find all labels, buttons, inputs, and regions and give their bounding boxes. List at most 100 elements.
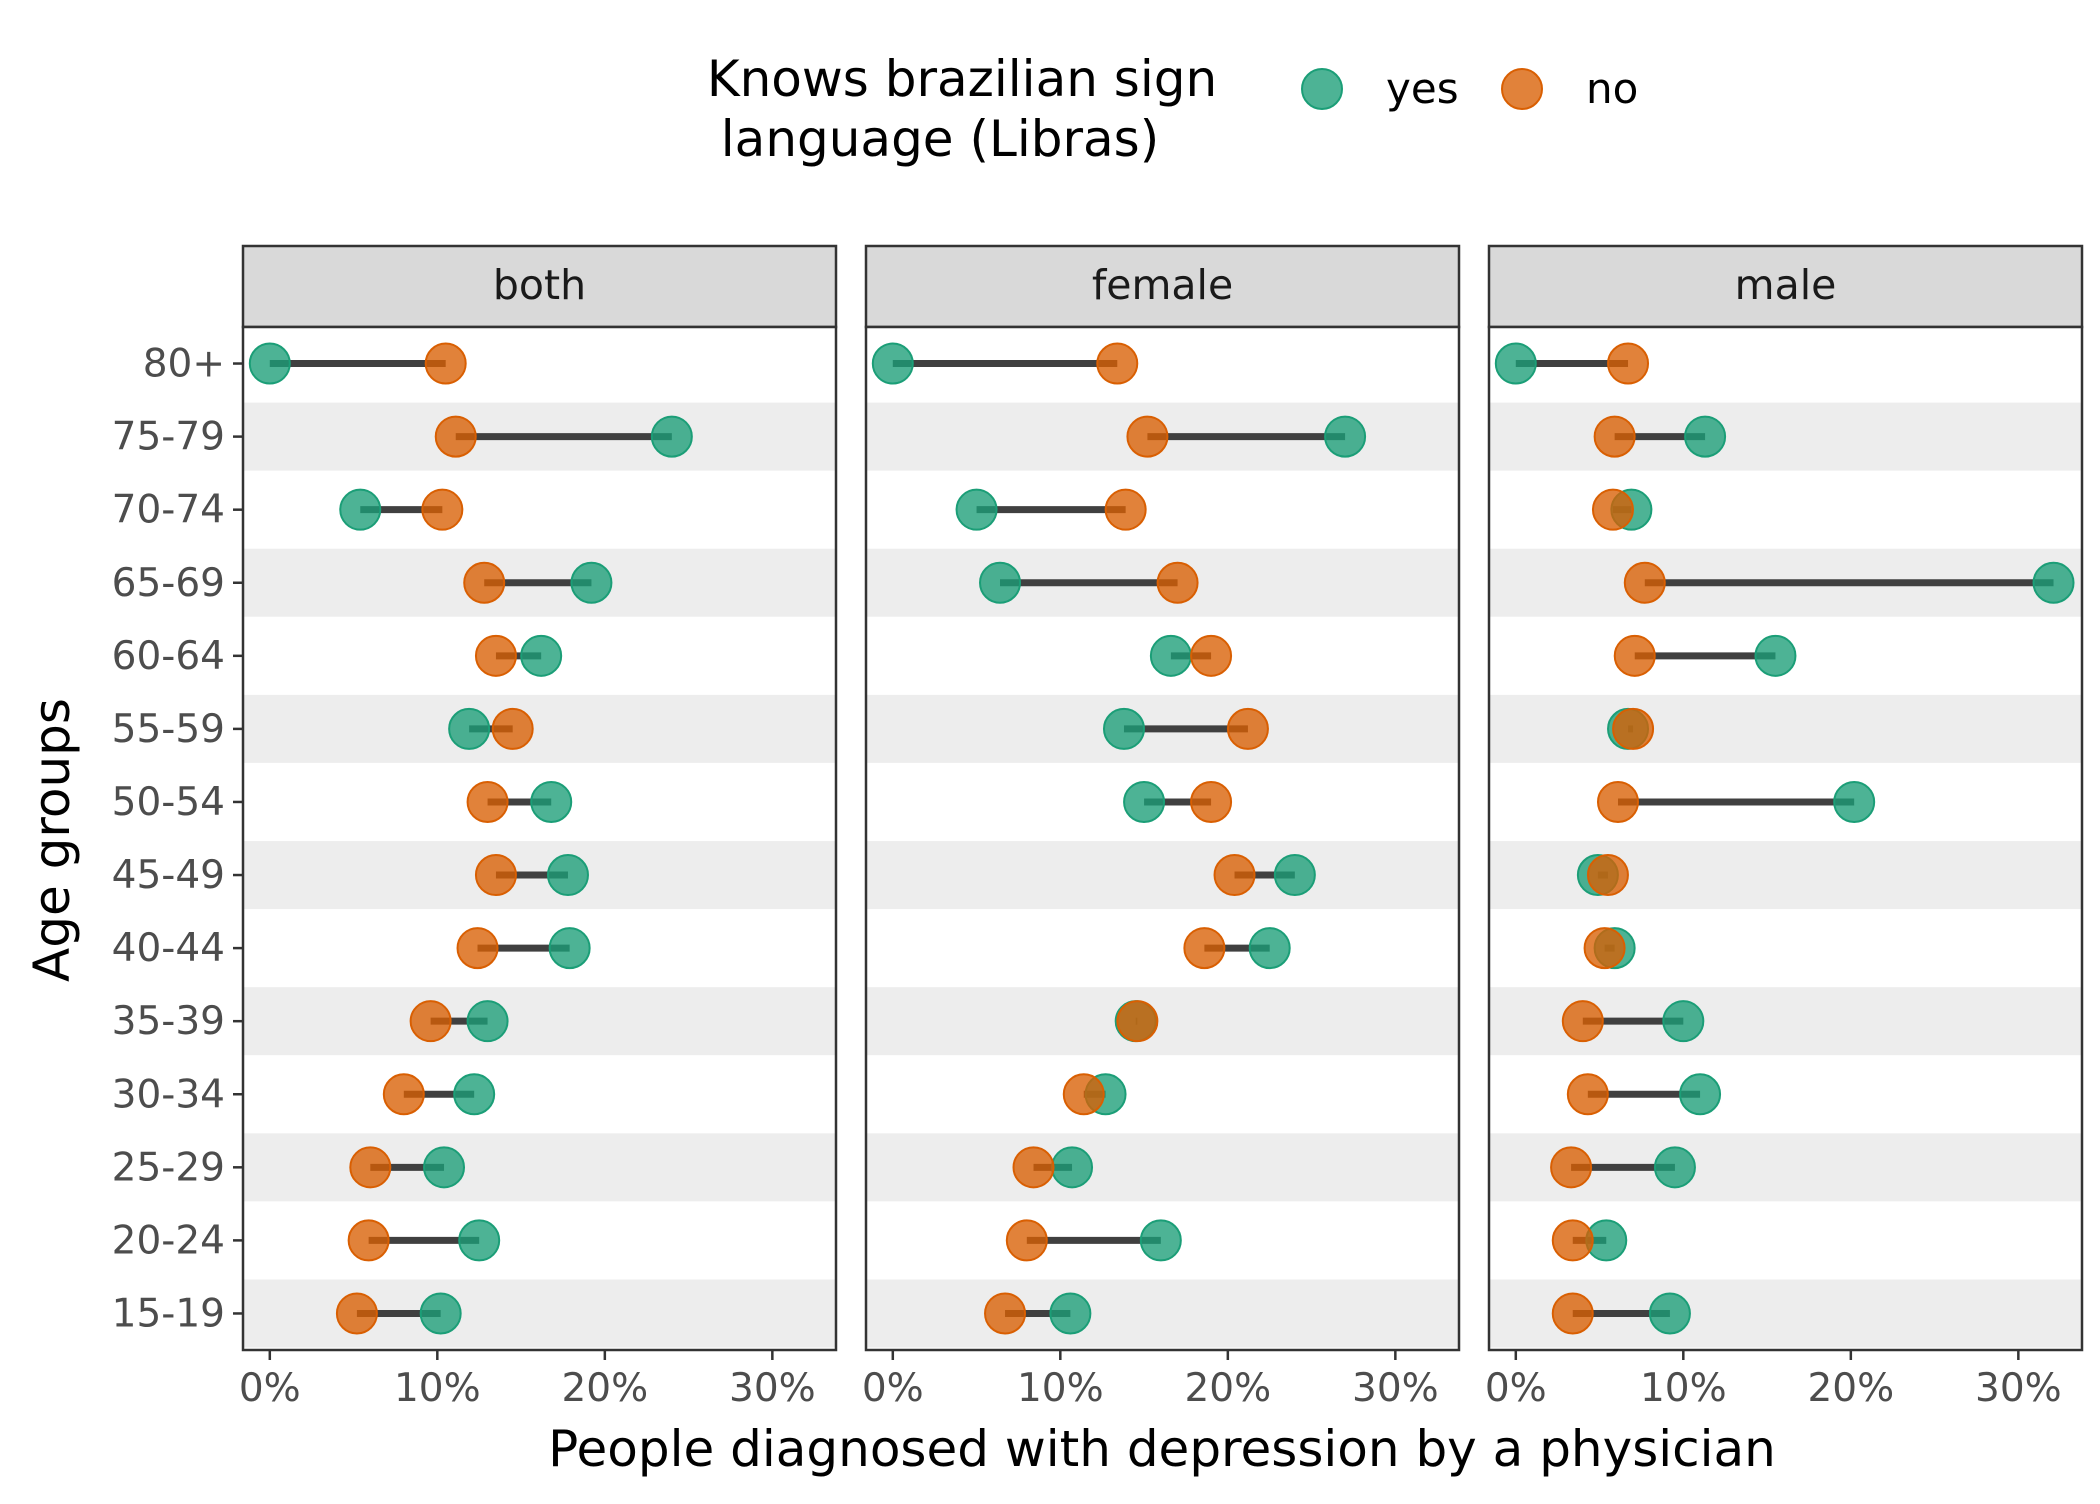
x-tick-label-female-0: 0% (862, 1366, 924, 1411)
point-no-both-75-79 (434, 415, 477, 458)
row-band-female (866, 1133, 1459, 1202)
x-tick-label-female-1: 10% (1017, 1366, 1104, 1411)
x-tick-label-male-3: 30% (1975, 1366, 2062, 1411)
point-yes-both-80+ (248, 342, 291, 385)
row-band-both (243, 1133, 836, 1202)
point-no-male-65-69 (1623, 561, 1666, 604)
legend-key-yes (1301, 68, 1343, 110)
point-yes-both-75-79 (650, 415, 693, 458)
row-band-male (1489, 402, 2082, 471)
point-no-both-80+ (424, 342, 467, 385)
point-no-female-40-44 (1183, 927, 1226, 970)
point-yes-both-30-34 (453, 1073, 496, 1116)
point-yes-female-55-59 (1102, 707, 1145, 750)
x-tick-label-female-3: 30% (1352, 1366, 1439, 1411)
x-axis-title: People diagnosed with depression by a ph… (548, 1420, 1776, 1478)
x-tick-label-both-3: 30% (729, 1366, 816, 1411)
panel-border-female (864, 325, 1461, 1352)
point-no-female-60-64 (1190, 634, 1233, 677)
row-band-both (243, 1279, 836, 1348)
point-no-both-55-59 (491, 707, 534, 750)
point-yes-female-20-24 (1139, 1219, 1182, 1262)
point-no-female-30-34 (1062, 1073, 1105, 1116)
point-no-both-30-34 (382, 1073, 425, 1116)
point-yes-male-30-34 (1679, 1073, 1722, 1116)
point-no-male-20-24 (1551, 1219, 1594, 1262)
point-yes-female-80+ (871, 342, 914, 385)
point-yes-male-75-79 (1684, 415, 1727, 458)
y-tick-label-30-34: 30-34 (112, 1072, 225, 1117)
point-no-both-60-64 (474, 634, 517, 677)
point-no-both-20-24 (347, 1219, 390, 1262)
y-axis-title: Age groups (23, 698, 81, 982)
x-tick-label-male-0: 0% (1485, 1366, 1547, 1411)
point-yes-both-70-74 (339, 488, 382, 531)
point-no-male-30-34 (1566, 1073, 1609, 1116)
x-tick-label-male-1: 10% (1640, 1366, 1727, 1411)
point-yes-both-40-44 (548, 927, 591, 970)
panel-border-both (241, 325, 838, 1352)
point-yes-female-65-69 (979, 561, 1022, 604)
point-no-male-40-44 (1583, 927, 1626, 970)
row-band-both (243, 694, 836, 763)
point-yes-male-50-54 (1833, 780, 1876, 823)
point-yes-female-15-19 (1049, 1292, 1092, 1335)
point-yes-both-35-39 (466, 1000, 509, 1043)
point-no-both-50-54 (466, 780, 509, 823)
point-no-female-75-79 (1126, 415, 1169, 458)
row-band-male (1489, 694, 2082, 763)
y-tick-label-55-59: 55-59 (112, 707, 225, 752)
point-no-female-50-54 (1190, 780, 1233, 823)
point-no-male-50-54 (1596, 780, 1639, 823)
facet-strip-label-both: both (493, 261, 586, 309)
panel-border-male (1487, 325, 2084, 1352)
y-tick-label-65-69: 65-69 (112, 561, 225, 606)
point-yes-male-35-39 (1662, 1000, 1705, 1043)
point-yes-both-15-19 (419, 1292, 462, 1335)
legend-label-yes: yes (1386, 64, 1459, 113)
point-no-female-45-49 (1213, 854, 1256, 897)
facet-strip-both (241, 244, 838, 329)
y-tick-label-40-44: 40-44 (112, 926, 225, 971)
point-no-both-65-69 (463, 561, 506, 604)
point-yes-female-45-49 (1273, 854, 1316, 897)
point-no-female-25-29 (1012, 1146, 1055, 1189)
point-no-both-45-49 (474, 854, 517, 897)
point-no-both-15-19 (335, 1292, 378, 1335)
point-yes-male-60-64 (1754, 634, 1797, 677)
point-no-female-80+ (1096, 342, 1139, 385)
point-no-male-75-79 (1593, 415, 1636, 458)
point-yes-both-60-64 (520, 634, 563, 677)
point-yes-female-75-79 (1324, 415, 1367, 458)
point-no-both-25-29 (349, 1146, 392, 1189)
x-tick-label-female-2: 20% (1184, 1366, 1271, 1411)
row-band-female (866, 1279, 1459, 1348)
facet-strip-label-female: female (1092, 261, 1233, 309)
point-no-male-70-74 (1591, 488, 1634, 531)
point-no-female-70-74 (1104, 488, 1147, 531)
point-yes-both-50-54 (530, 780, 573, 823)
y-tick-label-60-64: 60-64 (112, 634, 225, 679)
row-band-female (866, 987, 1459, 1056)
y-tick-label-35-39: 35-39 (112, 999, 225, 1044)
y-tick-label-25-29: 25-29 (112, 1145, 225, 1190)
y-tick-label-75-79: 75-79 (112, 415, 225, 460)
point-no-both-70-74 (421, 488, 464, 531)
point-no-female-20-24 (1005, 1219, 1048, 1262)
y-tick-label-80+: 80+ (143, 342, 225, 387)
legend-title-line-2: language (Libras) (721, 110, 1159, 168)
legend-key-no (1501, 68, 1543, 110)
facet-strip-label-male: male (1735, 261, 1837, 309)
facet-strip-female (864, 244, 1461, 329)
point-yes-male-25-29 (1653, 1146, 1696, 1189)
point-no-female-65-69 (1156, 561, 1199, 604)
row-band-both (243, 987, 836, 1056)
point-no-male-15-19 (1551, 1292, 1594, 1335)
point-no-male-45-49 (1586, 854, 1629, 897)
x-tick-label-both-2: 20% (561, 1366, 648, 1411)
point-no-female-15-19 (984, 1292, 1027, 1335)
point-no-female-55-59 (1226, 707, 1269, 750)
y-tick-label-15-19: 15-19 (112, 1291, 225, 1336)
point-no-male-80+ (1607, 342, 1650, 385)
